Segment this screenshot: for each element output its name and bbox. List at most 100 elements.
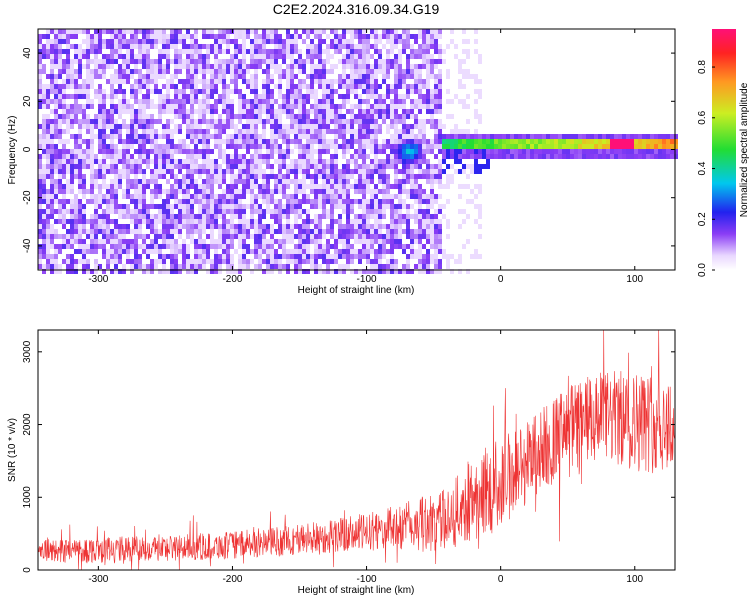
heatmap-cell (198, 219, 202, 224)
heatmap-cell (214, 209, 218, 214)
heatmap-cell (206, 174, 210, 179)
heatmap-cell (58, 124, 62, 129)
heatmap-cell (42, 244, 46, 249)
heatmap-cell (294, 29, 298, 34)
heatmap-cell (146, 54, 150, 59)
heatmap-cell (318, 29, 322, 34)
heatmap-cell (190, 99, 194, 104)
heatmap-cell (46, 199, 50, 204)
heatmap-cell (234, 134, 238, 139)
colorbar-tick-label: 0.0 (697, 263, 708, 277)
heatmap-cell (286, 94, 290, 99)
heatmap-cell (390, 84, 394, 89)
heatmap-cell (382, 224, 386, 229)
heatmap-cell (174, 244, 178, 249)
heatmap-cell (442, 254, 446, 259)
heatmap-cell (438, 59, 442, 64)
heatmap-cell (370, 84, 374, 89)
heatmap-cell (130, 264, 134, 269)
heatmap-cell (450, 144, 454, 149)
heatmap-cell (278, 224, 282, 229)
heatmap-cell (134, 129, 138, 134)
heatmap-cell (254, 249, 258, 254)
heatmap-cell (430, 104, 434, 109)
heatmap-cell (230, 104, 234, 109)
heatmap-cell (266, 244, 270, 249)
heatmap-cell (458, 139, 462, 144)
heatmap-cell (106, 234, 110, 239)
heatmap-cell (450, 269, 454, 274)
heatmap-cell (310, 124, 314, 129)
heatmap-cell (422, 59, 426, 64)
heatmap-cell (290, 224, 294, 229)
heatmap-cell (270, 149, 274, 154)
heatmap-cell (358, 259, 362, 264)
heatmap-cell (306, 244, 310, 249)
heatmap-cell (434, 64, 438, 69)
heatmap-cell (78, 54, 82, 59)
heatmap-cell (134, 99, 138, 104)
heatmap-cell (314, 214, 318, 219)
heatmap-cell (314, 219, 318, 224)
heatmap-cell (462, 244, 466, 249)
heatmap-cell (310, 149, 314, 154)
heatmap-cell (66, 64, 70, 69)
heatmap-cell (302, 114, 306, 119)
heatmap-cell (102, 184, 106, 189)
heatmap-cell (458, 79, 462, 84)
heatmap-cell (594, 139, 598, 144)
heatmap-cell (106, 264, 110, 269)
heatmap-cell (322, 254, 326, 259)
heatmap-cell (418, 119, 422, 124)
heatmap-cell (78, 29, 82, 34)
heatmap-cell (314, 254, 318, 259)
heatmap-cell (222, 34, 226, 39)
heatmap-cell (286, 179, 290, 184)
heatmap-cell (358, 39, 362, 44)
heatmap-cell (238, 179, 242, 184)
heatmap-cell (126, 109, 130, 114)
heatmap-cell (58, 84, 62, 89)
heatmap-cell (282, 129, 286, 134)
heatmap-cell (222, 154, 226, 159)
heatmap-cell (438, 264, 442, 269)
heatmap-cell (414, 159, 418, 164)
heatmap-cell (242, 34, 246, 39)
heatmap-cell (222, 39, 226, 44)
heatmap-cell (294, 39, 298, 44)
heatmap-cell (194, 244, 198, 249)
heatmap-cell (358, 139, 362, 144)
heatmap-cell (402, 199, 406, 204)
heatmap-cell (390, 244, 394, 249)
heatmap-cell (346, 54, 350, 59)
heatmap-cell (262, 54, 266, 59)
heatmap-cell (342, 84, 346, 89)
heatmap-cell (190, 224, 194, 229)
heatmap-cell (390, 194, 394, 199)
heatmap-cell (334, 149, 338, 154)
heatmap-cell (514, 144, 518, 149)
heatmap-cell (258, 109, 262, 114)
heatmap-cell (438, 34, 442, 39)
heatmap-cell (370, 74, 374, 79)
heatmap-cell (290, 169, 294, 174)
heatmap-cell (78, 219, 82, 224)
heatmap-cell (178, 29, 182, 34)
heatmap-cell (406, 134, 410, 139)
heatmap-cell (194, 249, 198, 254)
heatmap-cell (190, 259, 194, 264)
heatmap-cell (126, 214, 130, 219)
heatmap-cell (54, 34, 58, 39)
heatmap-cell (210, 259, 214, 264)
heatmap-cell (58, 149, 62, 154)
heatmap-cell (586, 134, 590, 139)
heatmap-cell (318, 249, 322, 254)
heatmap-cell (70, 189, 74, 194)
heatmap-cell (62, 144, 66, 149)
heatmap-cell (266, 74, 270, 79)
heatmap-cell (374, 159, 378, 164)
heatmap-cell (54, 169, 58, 174)
heatmap-cell (418, 184, 422, 189)
heatmap-cell (98, 69, 102, 74)
heatmap-cell (62, 234, 66, 239)
